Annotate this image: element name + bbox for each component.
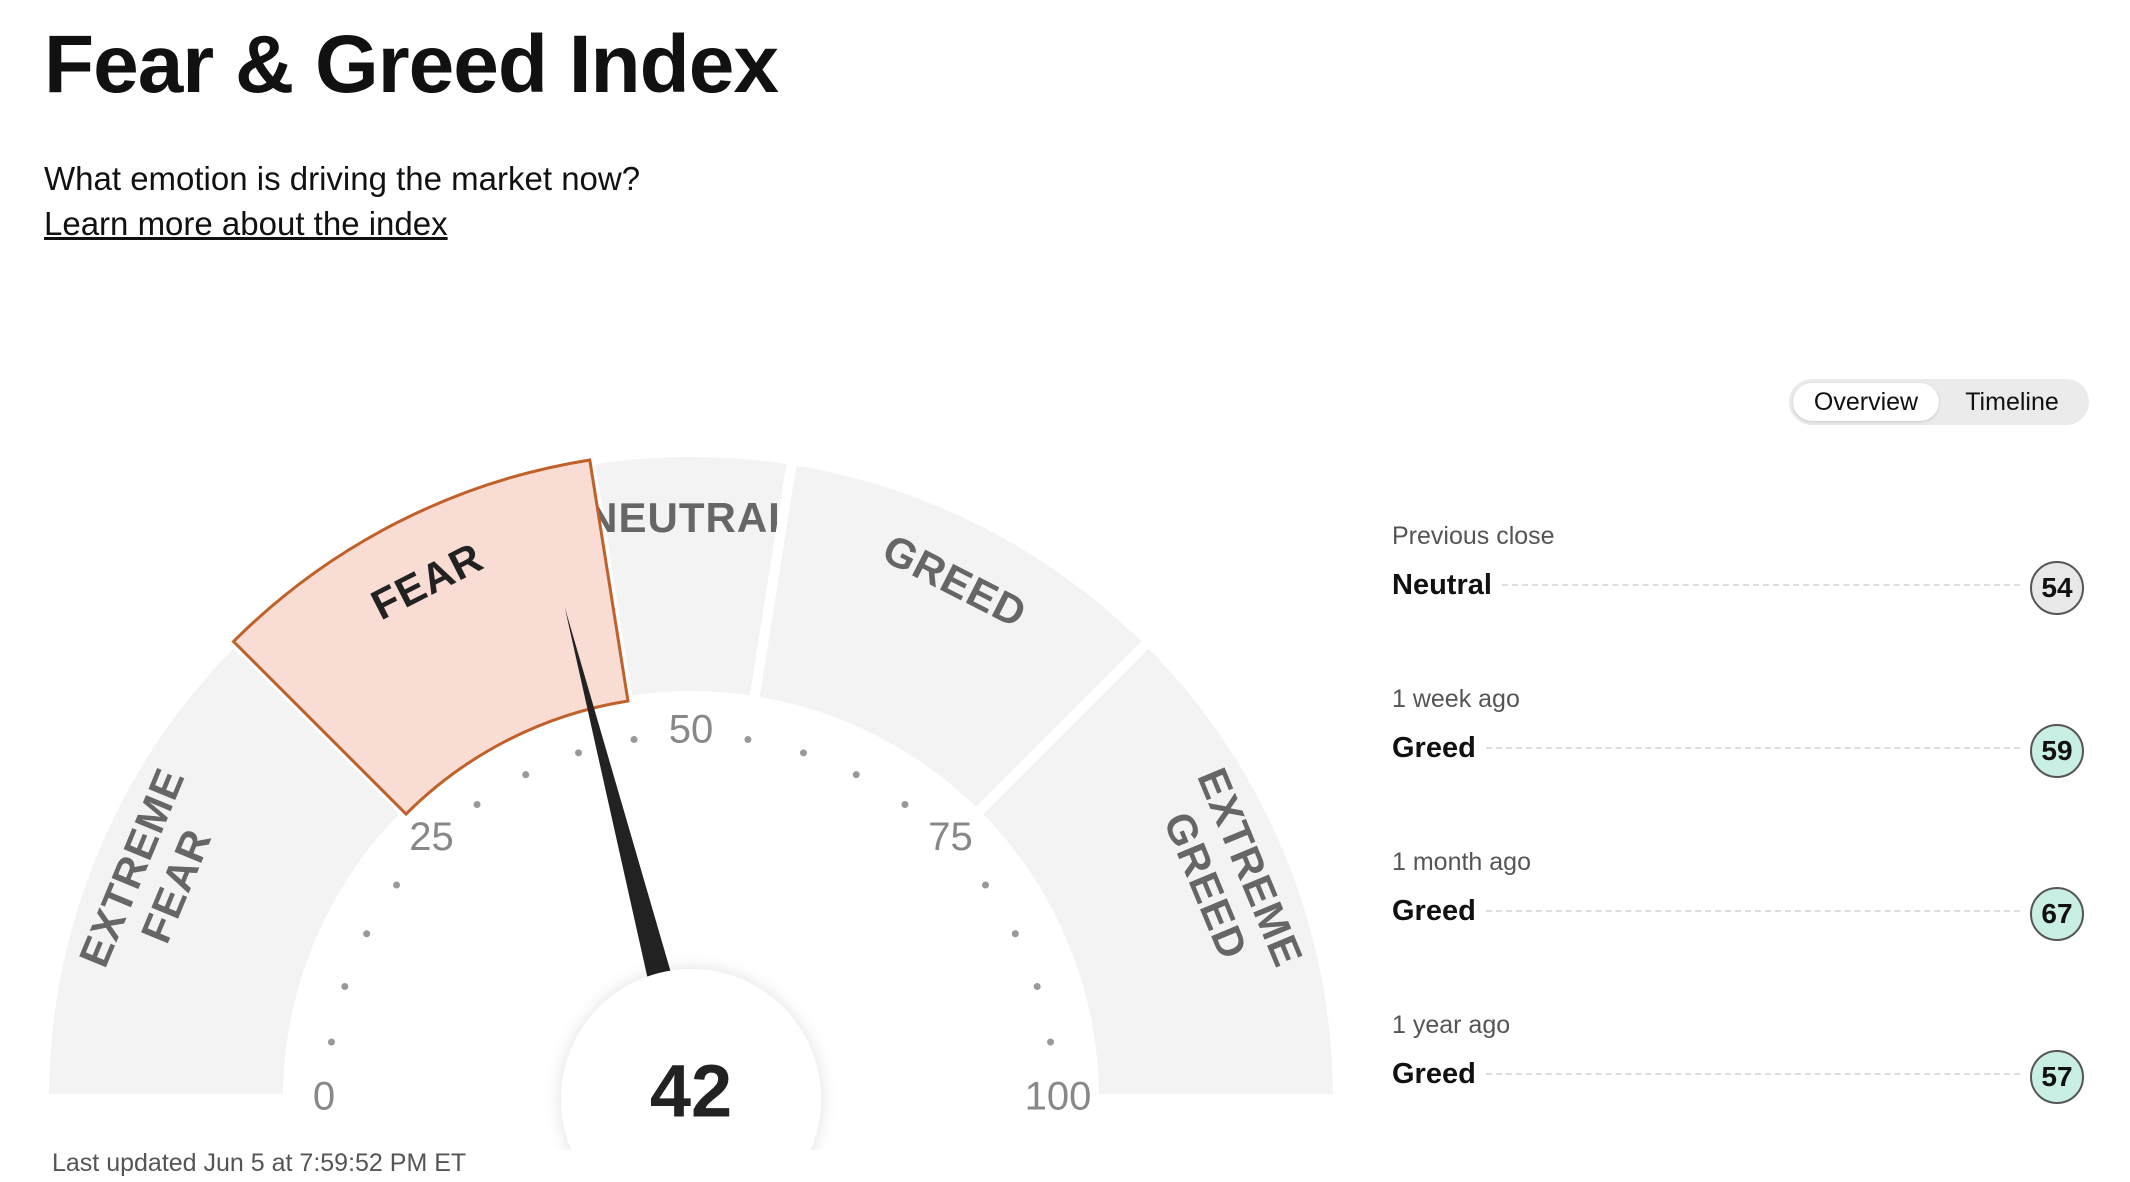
history-label: 1 week ago — [1392, 685, 1520, 713]
history-line: Neutral 54 — [1392, 555, 2084, 615]
tick-dot — [393, 881, 401, 889]
tick-dot — [363, 930, 371, 938]
gauge-band — [38, 634, 414, 1104]
last-updated: Last updated Jun 5 at 7:59:52 PM ET — [52, 1149, 467, 1177]
history-value: 67 — [2030, 887, 2084, 941]
history-rating: Greed — [1392, 731, 1476, 764]
tick-dot — [852, 771, 860, 779]
gauge: EXTREMEFEARNEUTRALGREEDEXTREMEGREEDFEAR0… — [38, 447, 1344, 1150]
leader-line — [1485, 910, 2020, 912]
tick-dot — [341, 983, 349, 991]
center-circle — [561, 969, 821, 1150]
history-value: 59 — [2030, 724, 2084, 778]
tick-dot — [1033, 983, 1041, 991]
tick-dot — [901, 801, 909, 809]
title: Fear & Greed Index — [44, 19, 779, 110]
gauge-value: 42 — [650, 1050, 732, 1133]
tick-dot — [981, 881, 989, 889]
tick-label: 100 — [1025, 1075, 1092, 1119]
learn-more-link[interactable]: Learn more about the index — [44, 205, 448, 242]
toggle-option[interactable]: Overview — [1793, 383, 1939, 421]
band-label: NEUTRAL — [587, 494, 795, 541]
history-value: 57 — [2030, 1050, 2084, 1104]
band-label-line: NEUTRAL — [587, 494, 795, 541]
history-line: Greed 59 — [1392, 718, 2084, 778]
leader-line — [1501, 584, 2020, 586]
leader-line — [1485, 1073, 2020, 1075]
history-label: 1 year ago — [1392, 1011, 1511, 1039]
history-rating: Greed — [1392, 1057, 1476, 1090]
history-list: Previous close Neutral 54 1 week ago Greed 59… — [1392, 522, 2084, 1174]
history-row: 1 week ago Greed 59 — [1392, 685, 2084, 848]
history-line: Greed 57 — [1392, 1044, 2084, 1104]
toggle-option[interactable]: Timeline — [1965, 388, 2059, 416]
leader-line — [1485, 747, 2020, 749]
tick-dot — [630, 735, 638, 743]
tick-label: 50 — [669, 708, 714, 752]
tick-dot — [799, 749, 807, 757]
tick-dot — [473, 801, 481, 809]
history-label: Previous close — [1392, 522, 1555, 550]
tick-dot — [575, 749, 583, 757]
tick-label: 75 — [928, 815, 973, 859]
history-rating: Neutral — [1392, 568, 1492, 601]
tick-dot — [1047, 1038, 1055, 1046]
tick-dot — [1011, 930, 1019, 938]
tick-dot — [522, 771, 530, 779]
gauge-band — [968, 634, 1344, 1104]
view-toggle: Overview Timeline — [1789, 379, 2089, 425]
history-row: Previous close Neutral 54 — [1392, 522, 2084, 685]
history-row: 1 month ago Greed 67 — [1392, 848, 2084, 1011]
gauge-band — [231, 458, 630, 817]
tick-dot — [327, 1038, 335, 1046]
history-line: Greed 67 — [1392, 881, 2084, 941]
history-label: 1 month ago — [1392, 848, 1531, 876]
subtitle: What emotion is driving the market now? — [44, 160, 641, 197]
tick-dot — [744, 735, 752, 743]
tick-label: 25 — [409, 815, 454, 859]
tick-label: 0 — [313, 1075, 335, 1119]
history-row: 1 year ago Greed 57 — [1392, 1011, 2084, 1174]
history-rating: Greed — [1392, 894, 1476, 927]
history-value: 54 — [2030, 561, 2084, 615]
